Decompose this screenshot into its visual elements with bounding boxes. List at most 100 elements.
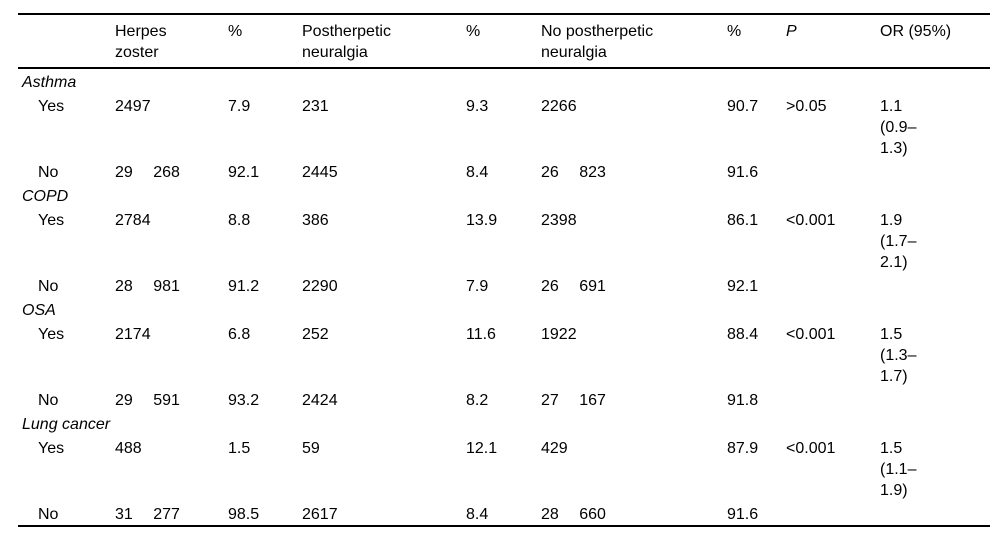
column-header-herpes-zoster: Herpes zoster xyxy=(115,14,228,69)
table-cell: 29 591 xyxy=(115,392,180,409)
column-header-postherpetic-neuralgia: Postherpetic neuralgia xyxy=(302,14,466,69)
row-label: Yes xyxy=(38,326,65,343)
table-row: No 29 591 93.2 2424 8.2 27 167 91.8 xyxy=(18,387,990,411)
table-cell: 26 691 xyxy=(541,278,606,295)
category-row-osa: OSA xyxy=(18,297,990,321)
table-cell: 28 981 xyxy=(115,278,180,295)
table-cell: 2784 xyxy=(115,212,151,229)
table-cell: 8.8 xyxy=(228,212,251,229)
column-header-pct-2: % xyxy=(466,14,541,69)
table-row: Yes 488 1.5 59 12.1 429 87.9 <0.001 1.5 … xyxy=(18,435,990,501)
table-cell: 1.5 (1.3– 1.7) xyxy=(880,326,917,385)
table-cell xyxy=(786,387,880,411)
table-cell: 488 xyxy=(115,440,142,457)
table-cell: 252 xyxy=(302,326,329,343)
table-cell: 7.9 xyxy=(228,98,251,115)
table-cell: 13.9 xyxy=(466,212,498,229)
table-row: Yes 2497 7.9 231 9.3 2266 90.7 >0.05 1.1… xyxy=(18,93,990,159)
category-label: Lung cancer xyxy=(22,416,111,433)
table-cell: 28 660 xyxy=(541,506,606,523)
column-header-p-value: P xyxy=(786,14,880,69)
table-cell: 9.3 xyxy=(466,98,489,115)
table-cell: 2424 xyxy=(302,392,338,409)
header-row: Herpes zoster % Postherpetic neuralgia %… xyxy=(18,14,990,69)
column-header-pct-1: % xyxy=(228,14,302,69)
category-label: OSA xyxy=(22,302,56,319)
table-cell: 1922 xyxy=(541,326,577,343)
table-cell: 91.6 xyxy=(727,164,759,181)
table-row: Yes 2784 8.8 386 13.9 2398 86.1 <0.001 1… xyxy=(18,207,990,273)
table-cell xyxy=(880,273,990,297)
table-cell xyxy=(880,501,990,526)
table-cell: 98.5 xyxy=(228,506,260,523)
table-cell: 93.2 xyxy=(228,392,260,409)
category-label: COPD xyxy=(22,188,69,205)
row-label: No xyxy=(38,506,59,523)
table-cell xyxy=(786,273,880,297)
column-header-pct-3: % xyxy=(727,14,786,69)
row-label: No xyxy=(38,392,59,409)
table-cell: 91.2 xyxy=(228,278,260,295)
table-cell xyxy=(880,159,990,183)
table-cell: 59 xyxy=(302,440,320,457)
row-label: Yes xyxy=(38,212,65,229)
category-row-lung-cancer: Lung cancer xyxy=(18,411,990,435)
category-label: Asthma xyxy=(22,74,77,91)
table-cell: >0.05 xyxy=(786,98,827,115)
row-label: Yes xyxy=(38,440,65,457)
table-cell: 86.1 xyxy=(727,212,759,229)
table-cell: 429 xyxy=(541,440,568,457)
table-cell: 92.1 xyxy=(228,164,260,181)
category-row-copd: COPD xyxy=(18,183,990,207)
table-cell: <0.001 xyxy=(786,212,836,229)
table-cell: 27 167 xyxy=(541,392,606,409)
table-cell: <0.001 xyxy=(786,440,836,457)
table-cell: 2497 xyxy=(115,98,151,115)
table-cell: 1.9 (1.7– 2.1) xyxy=(880,212,917,271)
table-cell: 8.2 xyxy=(466,392,489,409)
table-cell: <0.001 xyxy=(786,326,836,343)
table-cell: 2174 xyxy=(115,326,151,343)
table-cell: 11.6 xyxy=(466,326,496,343)
table-cell xyxy=(786,159,880,183)
table-cell: 7.9 xyxy=(466,278,489,295)
table-cell: 8.4 xyxy=(466,506,489,523)
table-row: No 31 277 98.5 2617 8.4 28 660 91.6 xyxy=(18,501,990,526)
category-row-asthma: Asthma xyxy=(18,68,990,93)
table-row: Yes 2174 6.8 252 11.6 1922 88.4 <0.001 1… xyxy=(18,321,990,387)
table-row: No 28 981 91.2 2290 7.9 26 691 92.1 xyxy=(18,273,990,297)
table-cell xyxy=(786,501,880,526)
comorbidity-table: Herpes zoster % Postherpetic neuralgia %… xyxy=(18,13,990,527)
column-header-or: OR (95%) xyxy=(880,14,990,69)
table-cell: 231 xyxy=(302,98,329,115)
table-cell: 2445 xyxy=(302,164,338,181)
table-cell: 91.8 xyxy=(727,392,759,409)
table-cell: 2290 xyxy=(302,278,338,295)
table-cell: 1.5 xyxy=(228,440,251,457)
table-cell: 386 xyxy=(302,212,329,229)
table-cell: 87.9 xyxy=(727,440,759,457)
table-cell: 31 277 xyxy=(115,506,180,523)
comorbidity-table-container: Herpes zoster % Postherpetic neuralgia %… xyxy=(18,13,990,527)
table-row: No 29 268 92.1 2445 8.4 26 823 91.6 xyxy=(18,159,990,183)
table-cell: 1.1 (0.9– 1.3) xyxy=(880,98,917,157)
table-cell: 26 823 xyxy=(541,164,606,181)
table-cell: 1.5 (1.1– 1.9) xyxy=(880,440,917,499)
table-cell: 6.8 xyxy=(228,326,251,343)
table-cell: 12.1 xyxy=(466,440,498,457)
table-cell: 88.4 xyxy=(727,326,759,343)
row-label: No xyxy=(38,278,59,295)
table-cell: 92.1 xyxy=(727,278,759,295)
row-label: Yes xyxy=(38,98,65,115)
row-label: No xyxy=(38,164,59,181)
table-cell: 2398 xyxy=(541,212,577,229)
table-cell: 2617 xyxy=(302,506,338,523)
table-cell xyxy=(880,387,990,411)
column-header-empty xyxy=(18,14,115,69)
table-cell: 2266 xyxy=(541,98,577,115)
table-cell: 90.7 xyxy=(727,98,759,115)
table-cell: 29 268 xyxy=(115,164,180,181)
column-header-no-postherpetic-neuralgia: No postherpetic neuralgia xyxy=(541,14,727,69)
table-cell: 8.4 xyxy=(466,164,489,181)
table-cell: 91.6 xyxy=(727,506,759,523)
